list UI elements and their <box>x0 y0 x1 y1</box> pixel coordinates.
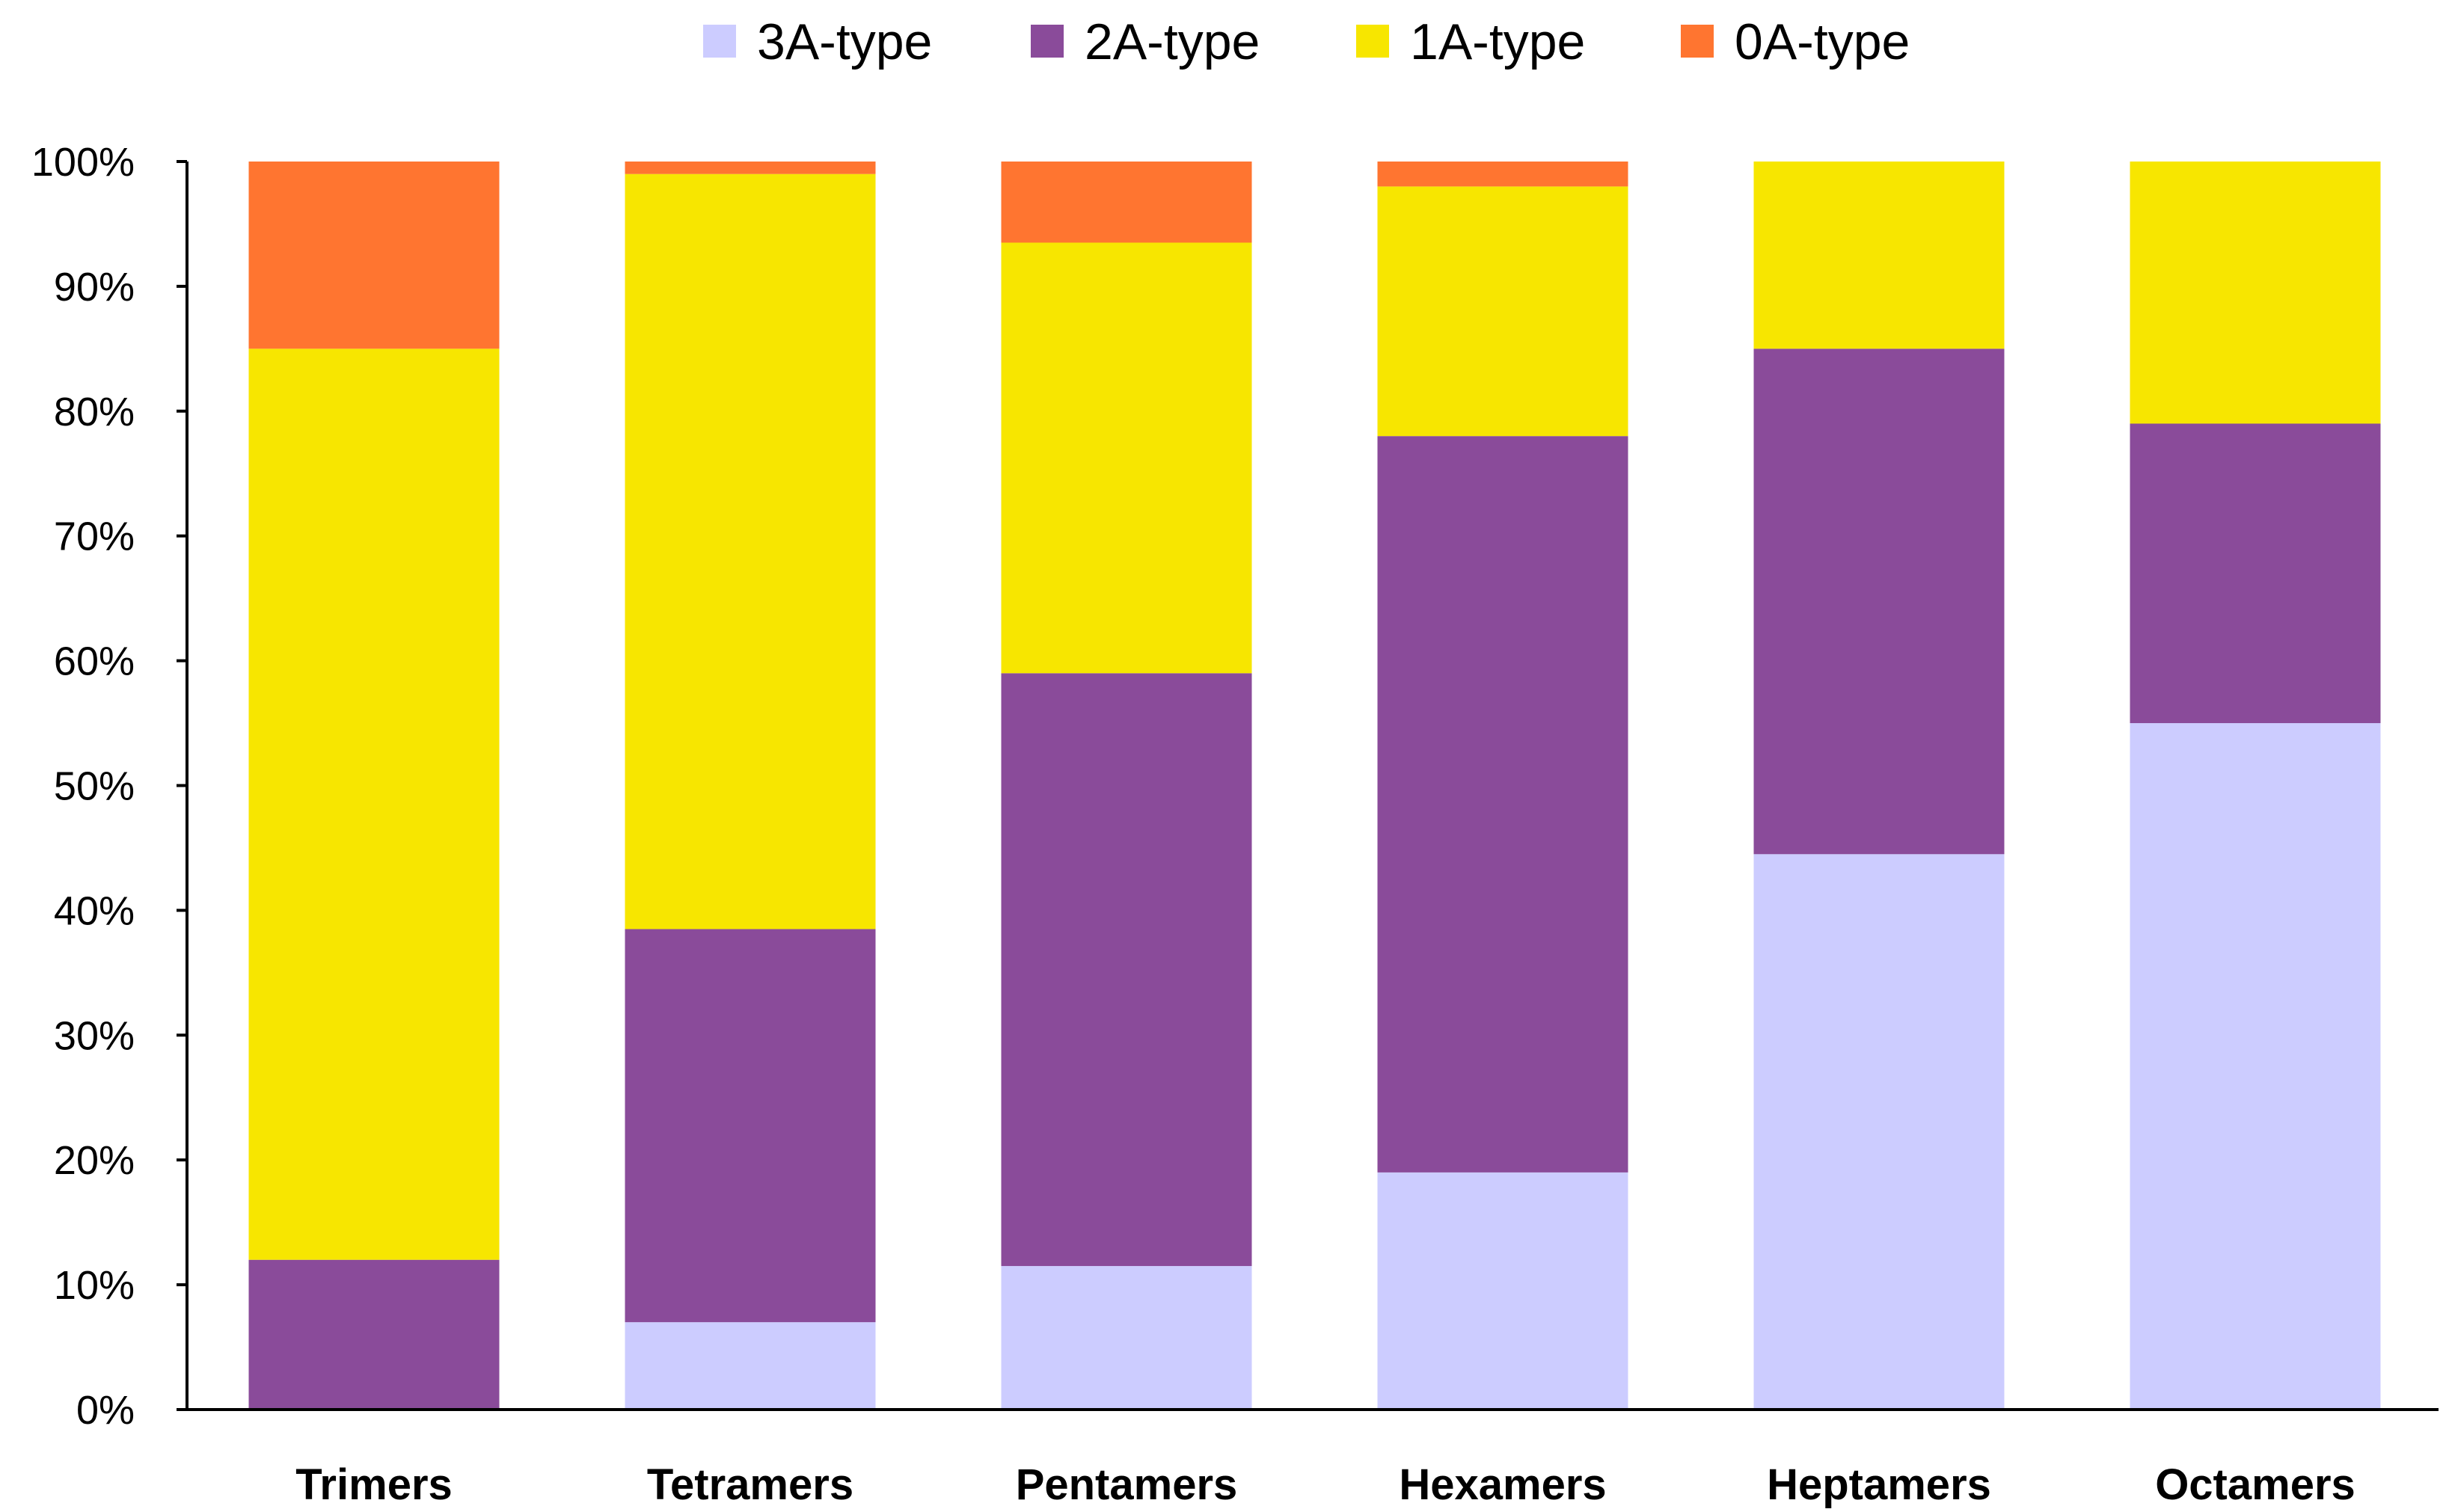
bar-pentamers-0a-type <box>1001 162 1252 243</box>
bar-pentamers-2a-type <box>1001 673 1252 1267</box>
bar-tetramers-0a-type <box>625 162 876 174</box>
y-tick-label-90: 90% <box>54 265 135 310</box>
legend-label-3a-type: 3A-type <box>757 13 932 70</box>
bar-pentamers-1a-type <box>1001 242 1252 674</box>
bar-heptamers-1a-type <box>1753 162 2005 349</box>
y-tick-label-100: 100% <box>31 140 135 185</box>
axes: Trimers Tetramers Pentamers Hexamers Heptame… <box>31 140 2439 1509</box>
x-tick-label-hexamers: Hexamers <box>1399 1460 1606 1509</box>
y-tick-label-40: 40% <box>54 888 135 933</box>
bar-heptamers-3a-type <box>1753 854 2005 1410</box>
y-tick-label-20: 20% <box>54 1138 135 1183</box>
bar-octamers-2a-type <box>2130 423 2381 724</box>
legend: 3A-type 2A-type 1A-type 0A-type <box>703 13 1910 70</box>
legend-swatch-0a-type <box>1681 25 1714 58</box>
x-tick-label-pentamers: Pentamers <box>1016 1460 1238 1509</box>
legend-swatch-2a-type <box>1031 25 1064 58</box>
y-tick-label-30: 30% <box>54 1013 135 1058</box>
bars <box>248 162 2381 1410</box>
legend-swatch-1a-type <box>1356 25 1389 58</box>
bar-trimers-1a-type <box>248 348 500 1260</box>
bar-octamers-3a-type <box>2130 723 2381 1410</box>
x-tick-label-trimers: Trimers <box>295 1460 453 1509</box>
y-tick-label-0: 0% <box>76 1388 135 1433</box>
bar-octamers-1a-type <box>2130 162 2381 424</box>
bar-heptamers-2a-type <box>1753 348 2005 855</box>
bar-trimers-0a-type <box>248 162 500 349</box>
bar-tetramers-3a-type <box>625 1322 876 1410</box>
legend-swatch-3a-type <box>703 25 736 58</box>
legend-label-1a-type: 1A-type <box>1410 13 1585 70</box>
x-tick-label-heptamers: Heptamers <box>1767 1460 1991 1509</box>
bar-pentamers-3a-type <box>1001 1266 1252 1410</box>
y-tick-label-80: 80% <box>54 390 135 434</box>
y-tick-label-70: 70% <box>54 514 135 559</box>
bar-hexamers-3a-type <box>1377 1172 1628 1410</box>
bar-hexamers-2a-type <box>1377 436 1628 1173</box>
x-tick-label-tetramers: Tetramers <box>647 1460 853 1509</box>
legend-label-2a-type: 2A-type <box>1085 13 1260 70</box>
y-tick-label-10: 10% <box>54 1263 135 1308</box>
bar-hexamers-1a-type <box>1377 186 1628 437</box>
bar-tetramers-1a-type <box>625 173 876 929</box>
legend-label-0a-type: 0A-type <box>1735 13 1910 70</box>
x-tick-label-octamers: Octamers <box>2155 1460 2355 1509</box>
bar-trimers-2a-type <box>248 1259 500 1410</box>
y-tick-label-60: 60% <box>54 639 135 684</box>
bar-tetramers-2a-type <box>625 929 876 1323</box>
bar-hexamers-0a-type <box>1377 162 1628 187</box>
y-tick-label-50: 50% <box>54 764 135 809</box>
